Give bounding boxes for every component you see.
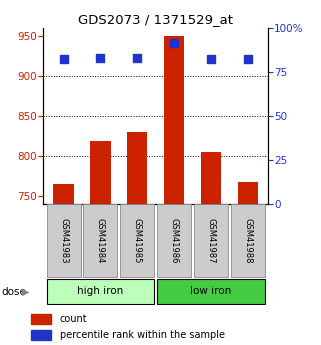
Point [61,57,66,62]
Point [245,57,250,62]
FancyBboxPatch shape [83,204,117,277]
Text: count: count [60,314,87,324]
FancyBboxPatch shape [157,279,265,304]
FancyBboxPatch shape [157,204,191,277]
FancyBboxPatch shape [120,204,154,277]
Point [98,55,103,60]
Point [171,41,177,46]
Text: percentile rank within the sample: percentile rank within the sample [60,330,225,340]
Title: GDS2073 / 1371529_at: GDS2073 / 1371529_at [78,13,233,27]
Bar [54,184,74,204]
Bar [201,151,221,204]
Bar [164,36,184,204]
Bar [31,314,51,324]
Text: dose: dose [2,287,26,296]
Text: GSM41987: GSM41987 [206,218,215,263]
Text: ▶: ▶ [22,287,29,296]
Bar [90,141,110,204]
Text: GSM41983: GSM41983 [59,218,68,263]
FancyBboxPatch shape [194,204,228,277]
Bar [238,182,258,204]
Text: GSM41984: GSM41984 [96,218,105,263]
FancyBboxPatch shape [47,204,81,277]
Bar [31,329,51,340]
Point [208,57,213,62]
FancyBboxPatch shape [47,279,154,304]
Text: GSM41986: GSM41986 [169,218,178,263]
Text: high iron: high iron [77,286,124,296]
Point [135,55,140,60]
Text: GSM41985: GSM41985 [133,218,142,263]
Text: low iron: low iron [190,286,231,296]
Bar [127,131,147,204]
Text: GSM41988: GSM41988 [243,218,252,263]
FancyBboxPatch shape [231,204,265,277]
